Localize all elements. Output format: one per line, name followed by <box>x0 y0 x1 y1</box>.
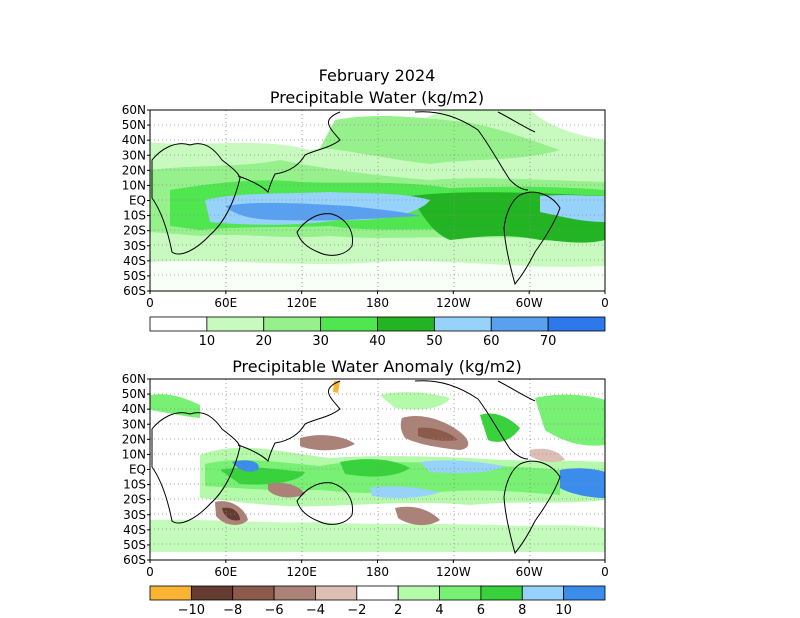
pw-lat-label: 30N <box>122 148 146 162</box>
pw-lon-label: 120W <box>436 296 471 310</box>
anomaly-colorbar: −10 −8 −6 −4 −2 2 4 6 8 10 <box>149 585 606 618</box>
anomaly-coastlines <box>151 380 561 555</box>
anomaly-lat-label: 50S <box>123 538 146 552</box>
anomaly-lat-label: EQ <box>129 463 146 477</box>
pw-lon-label: 60E <box>214 296 237 310</box>
anomaly-lat-label: 60S <box>123 553 146 567</box>
pw-colorbar-swatch <box>206 316 265 332</box>
pw-colorbar-label: 10 <box>199 334 216 349</box>
pw-lat-label: EQ <box>129 194 146 208</box>
anomaly-lon-label: 180 <box>366 565 389 579</box>
anomaly-lat-label: 50N <box>122 387 146 401</box>
pw-colorbar-label: 20 <box>255 334 272 349</box>
anomaly-lat-label: 30N <box>122 417 146 431</box>
pw-colorbar-swatch <box>320 316 378 332</box>
pw-lat-label: 50N <box>122 118 146 132</box>
anomaly-colorbar-swatch <box>273 585 316 601</box>
pw-colorbar-label: 60 <box>483 334 500 349</box>
anomaly-colorbar-label: −8 <box>223 603 242 618</box>
anomaly-lon-label: 0 <box>601 565 609 579</box>
anomaly-colorbar-swatch <box>521 585 565 601</box>
pw-colorbar-label: 50 <box>426 334 443 349</box>
anomaly-colorbar-label: −2 <box>347 603 366 618</box>
pw-colorbar-swatch <box>547 316 606 332</box>
pw-lat-label: 60N <box>122 103 146 117</box>
pw-lat-label: 20S <box>123 224 146 238</box>
pw-colorbar-swatch <box>149 316 208 332</box>
title-anomaly: Precipitable Water Anomaly (kg/m2) <box>232 357 522 376</box>
anomaly-colorbar-label: 4 <box>435 603 443 618</box>
anomaly-lon-label: 120W <box>436 565 471 579</box>
pw-lon-label: 180 <box>366 296 389 310</box>
anomaly-lat-label: 30S <box>123 508 146 522</box>
pw-lat-label: 40S <box>123 254 146 268</box>
anomaly-colorbar-label: 8 <box>518 603 526 618</box>
pw-lat-label: 60S <box>123 284 146 298</box>
pw-lon-label: 60W <box>516 296 543 310</box>
anomaly-lat-label: 10S <box>123 478 146 492</box>
anomaly-field <box>150 379 605 560</box>
anomaly-colorbar-swatch <box>480 585 523 601</box>
anomaly-colorbar-swatch <box>439 585 482 601</box>
pw-lon-label: 0 <box>601 296 609 310</box>
anomaly-colorbar-label: −10 <box>178 603 205 618</box>
pw-colorbar-label: 70 <box>540 334 557 349</box>
anomaly-colorbar-swatch <box>356 585 399 601</box>
anomaly-colorbar-swatch <box>397 585 440 601</box>
pw-colorbar: 10 20 30 40 50 60 70 <box>149 316 606 349</box>
title-month: February 2024 <box>319 66 436 85</box>
anomaly-colorbar-swatch <box>315 585 358 601</box>
pw-lat-label: 10N <box>122 178 146 192</box>
anomaly-lon-label: 120E <box>286 565 317 579</box>
anomaly-colorbar-label: −4 <box>306 603 325 618</box>
anomaly-lat-label: 60N <box>122 372 146 386</box>
anomaly-lon-label: 60W <box>516 565 543 579</box>
anomaly-colorbar-label: 10 <box>555 603 572 618</box>
anomaly-colorbar-label: 6 <box>477 603 485 618</box>
anomaly-colorbar-swatch <box>149 585 192 601</box>
anomaly-colorbar-label: 2 <box>394 603 402 618</box>
pw-colorbar-swatch <box>263 316 322 332</box>
anomaly-lon-label: 0 <box>146 565 154 579</box>
anomaly-lat-label: 20N <box>122 432 146 446</box>
anomaly-colorbar-label: −6 <box>265 603 284 618</box>
pw-colorbar-swatch <box>377 316 435 332</box>
pw-lat-label: 10S <box>123 209 146 223</box>
anomaly-colorbar-swatch <box>232 585 275 601</box>
anomaly-colorbar-swatch <box>563 585 606 601</box>
anomaly-colorbar-swatch <box>190 585 234 601</box>
anomaly-lat-label: 40S <box>123 523 146 537</box>
pw-field <box>150 110 605 291</box>
pw-lon-label: 120E <box>286 296 317 310</box>
anomaly-lat-label: 10N <box>122 447 146 461</box>
pw-colorbar-label: 30 <box>312 334 329 349</box>
anomaly-lat-label: 20S <box>123 493 146 507</box>
anomaly-lon-label: 60E <box>214 565 237 579</box>
pw-coastlines <box>151 111 561 286</box>
title-pw: Precipitable Water (kg/m2) <box>270 88 484 107</box>
pw-lat-label: 50S <box>123 269 146 283</box>
pw-lat-label: 30S <box>123 239 146 253</box>
pw-lat-label: 40N <box>122 133 146 147</box>
pw-colorbar-label: 40 <box>369 334 386 349</box>
pw-colorbar-swatch <box>433 316 492 332</box>
pw-lon-label: 0 <box>146 296 154 310</box>
pw-colorbar-swatch <box>490 316 549 332</box>
pw-lat-label: 20N <box>122 163 146 177</box>
anomaly-lat-label: 40N <box>122 402 146 416</box>
